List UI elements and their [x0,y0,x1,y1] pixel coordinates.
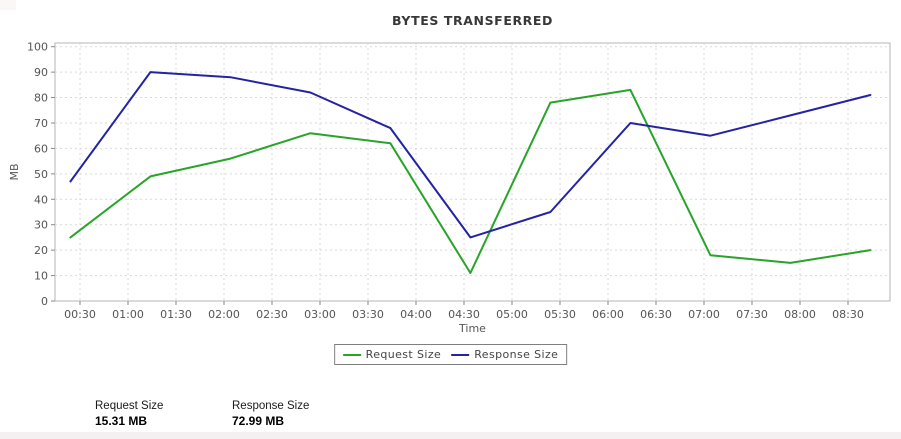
y-tick-label: 80 [34,92,48,105]
stat-response-size-value: 72.99 MB [232,414,285,428]
y-tick-label: 0 [41,295,48,308]
x-tick-label: 02:30 [256,308,288,321]
stat-request-size-label: Request Size [95,400,164,412]
x-tick-label: 03:30 [352,308,384,321]
stat-request-size-value: 15.31 MB [95,414,148,428]
x-tick-label: 01:00 [112,308,144,321]
legend-item-request-size: Request Size [342,348,442,361]
y-tick-label: 60 [34,142,48,155]
x-tick-label: 04:00 [400,308,432,321]
y-axis-label: MB [8,163,21,180]
x-tick-label: 08:00 [784,308,816,321]
y-tick-label: 30 [34,219,48,232]
legend-label-request-size: Request Size [365,348,442,361]
y-tick-label: 50 [34,168,48,181]
x-tick-label: 05:00 [496,308,528,321]
section-divider-strip [0,432,901,439]
stat-request-size: Request Size 15.31 MB [95,400,163,428]
y-tick-label: 20 [34,244,48,257]
y-tick-label: 40 [34,193,48,206]
x-tick-label: 03:00 [304,308,336,321]
x-axis-label: Time [458,322,486,335]
legend-item-response-size: Response Size [451,348,558,361]
page-corner-artifact [0,0,16,10]
x-tick-label: 08:30 [832,308,864,321]
line-chart: 0 10 20 30 40 50 60 70 80 90 100 00:30 01:00 01:30 02:… [8,41,891,335]
request-size-line-swatch [342,353,361,356]
response-size-line-swatch [451,353,470,356]
y-tick-label: 70 [34,117,48,130]
series-line-request-size [69,88,872,274]
chart-legend: Request Size Response Size [333,344,568,365]
y-tick-label: 10 [34,270,48,283]
stat-response-size: Response Size 72.99 MB [232,400,309,428]
legend-label-response-size: Response Size [474,348,559,361]
x-tick-label: 06:00 [592,308,624,321]
y-tick-label: 90 [34,66,48,79]
chart-title: BYTES TRANSFERRED [391,13,554,28]
series-line-response-size [69,71,872,239]
x-tick-label: 02:00 [208,308,240,321]
x-tick-label: 05:30 [544,308,576,321]
stat-response-size-label: Response Size [232,400,310,412]
x-tick-label: 00:30 [64,308,96,321]
x-tick-label: 01:30 [160,308,192,321]
x-tick-label: 04:30 [448,308,480,321]
x-tick-label: 07:00 [688,308,720,321]
x-tick-label: 06:30 [640,308,672,321]
y-tick-label: 100 [27,41,48,54]
x-tick-label: 07:30 [736,308,768,321]
plot-area-border [54,42,891,302]
